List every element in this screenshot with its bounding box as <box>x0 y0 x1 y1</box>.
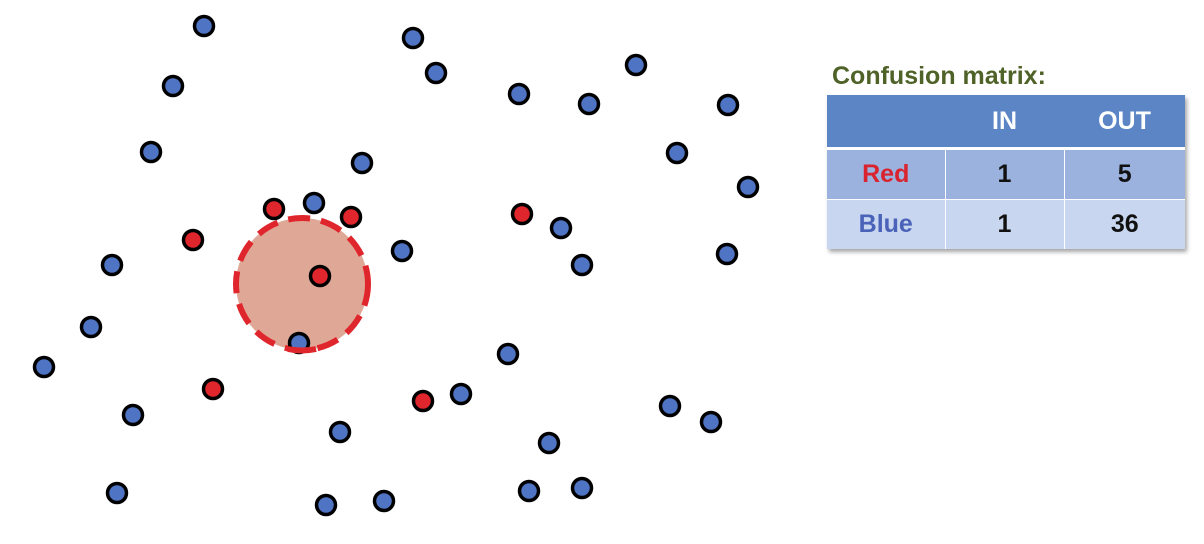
blue-point <box>570 476 594 500</box>
blue-point <box>390 239 414 263</box>
selection-circle-edge <box>287 346 317 354</box>
blue-point <box>32 355 56 379</box>
blue-point <box>517 479 541 503</box>
blue-point <box>192 14 216 38</box>
blue-point <box>350 151 374 175</box>
red-row: Red 1 5 <box>827 147 1185 200</box>
header-row: IN OUT <box>827 95 1185 150</box>
red-point <box>308 264 332 288</box>
blue-in-value: 1 <box>945 199 1065 249</box>
red-point <box>411 389 435 413</box>
blue-out-value: 36 <box>1064 199 1185 249</box>
blue-point <box>507 82 531 106</box>
blue-row: Blue 1 36 <box>827 199 1185 249</box>
blue-point <box>314 493 338 517</box>
confusion-matrix-title: Confusion matrix: <box>832 62 1046 90</box>
confusion-matrix-table: IN OUT Red 1 5 Blue 1 36 <box>827 95 1185 249</box>
red-in-value: 1 <box>945 147 1065 200</box>
red-point <box>262 197 286 221</box>
red-point <box>201 377 225 401</box>
red-point <box>339 205 363 229</box>
blue-point <box>100 253 124 277</box>
corner-cell <box>827 95 945 150</box>
blue-point <box>401 26 425 50</box>
blue-point <box>302 191 326 215</box>
blue-row-label: Blue <box>827 199 946 249</box>
red-point <box>181 228 205 252</box>
blue-point <box>372 489 396 513</box>
blue-point <box>577 92 601 116</box>
blue-point <box>715 242 739 266</box>
blue-point <box>328 420 352 444</box>
blue-point <box>736 175 760 199</box>
red-out-value: 5 <box>1064 147 1185 200</box>
blue-point <box>716 93 740 117</box>
red-point <box>510 202 534 226</box>
blue-point <box>549 216 573 240</box>
blue-point <box>105 481 129 505</box>
blue-point <box>537 431 561 455</box>
blue-point <box>121 403 145 427</box>
in-column-header: IN <box>945 95 1064 150</box>
blue-point <box>665 141 689 165</box>
selection-circle <box>233 215 371 353</box>
blue-point <box>449 382 473 406</box>
red-row-label: Red <box>827 147 946 200</box>
out-column-header: OUT <box>1064 95 1185 150</box>
blue-point <box>496 342 520 366</box>
blue-point <box>161 74 185 98</box>
blue-point <box>624 53 648 77</box>
blue-point <box>570 253 594 277</box>
blue-point <box>79 315 103 339</box>
blue-point <box>699 410 723 434</box>
blue-point <box>424 61 448 85</box>
blue-point <box>658 394 682 418</box>
blue-point <box>139 140 163 164</box>
